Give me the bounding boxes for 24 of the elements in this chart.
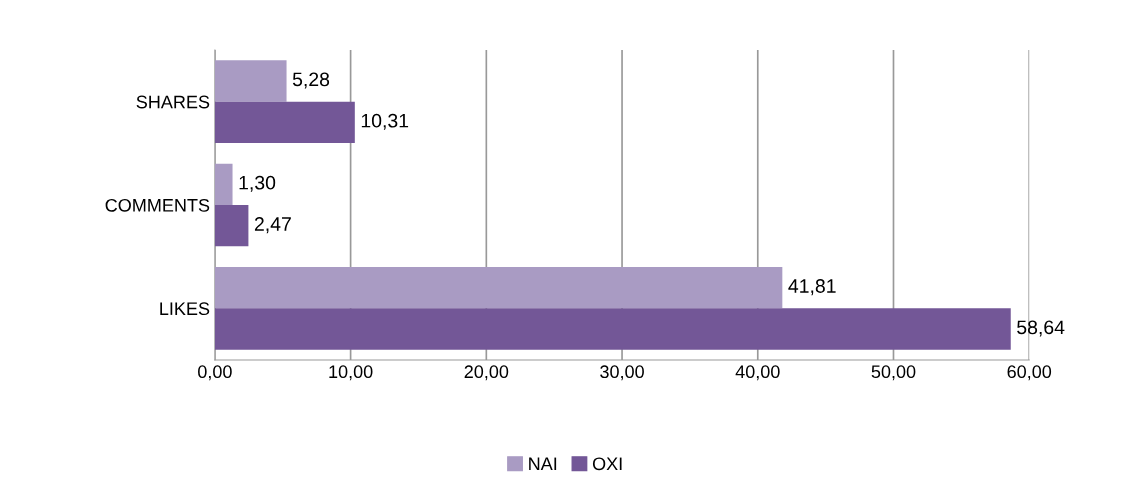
x-tick-label: 20,00: [464, 365, 509, 381]
data-label: 41,81: [788, 279, 836, 296]
legend-label: NAI: [529, 457, 557, 470]
x-tick-label: 10,00: [329, 365, 373, 381]
x-tick-label: 40,00: [735, 365, 780, 381]
y-tick-label: SHARES: [136, 95, 210, 109]
x-tick-label: 60,00: [1007, 365, 1052, 381]
data-label: 10,31: [361, 113, 409, 130]
data-label: 58,64: [1017, 320, 1065, 337]
legend-label: OXI: [592, 457, 622, 471]
bar: [214, 163, 233, 205]
bar: [214, 101, 355, 143]
bar: [214, 205, 249, 247]
y-tick-label: LIKES: [160, 302, 210, 316]
data-label: 1,30: [239, 175, 276, 192]
data-label: 5,28: [292, 72, 330, 89]
bar: [214, 308, 1011, 350]
y-tick-label: COMMENTS: [105, 198, 210, 212]
bar: [214, 267, 783, 309]
x-tick-label: 0,00: [198, 365, 232, 381]
x-tick-label: 30,00: [600, 365, 644, 381]
bar: [214, 60, 287, 102]
x-tick-label: 50,00: [871, 365, 916, 381]
data-label: 2,47: [254, 217, 291, 234]
